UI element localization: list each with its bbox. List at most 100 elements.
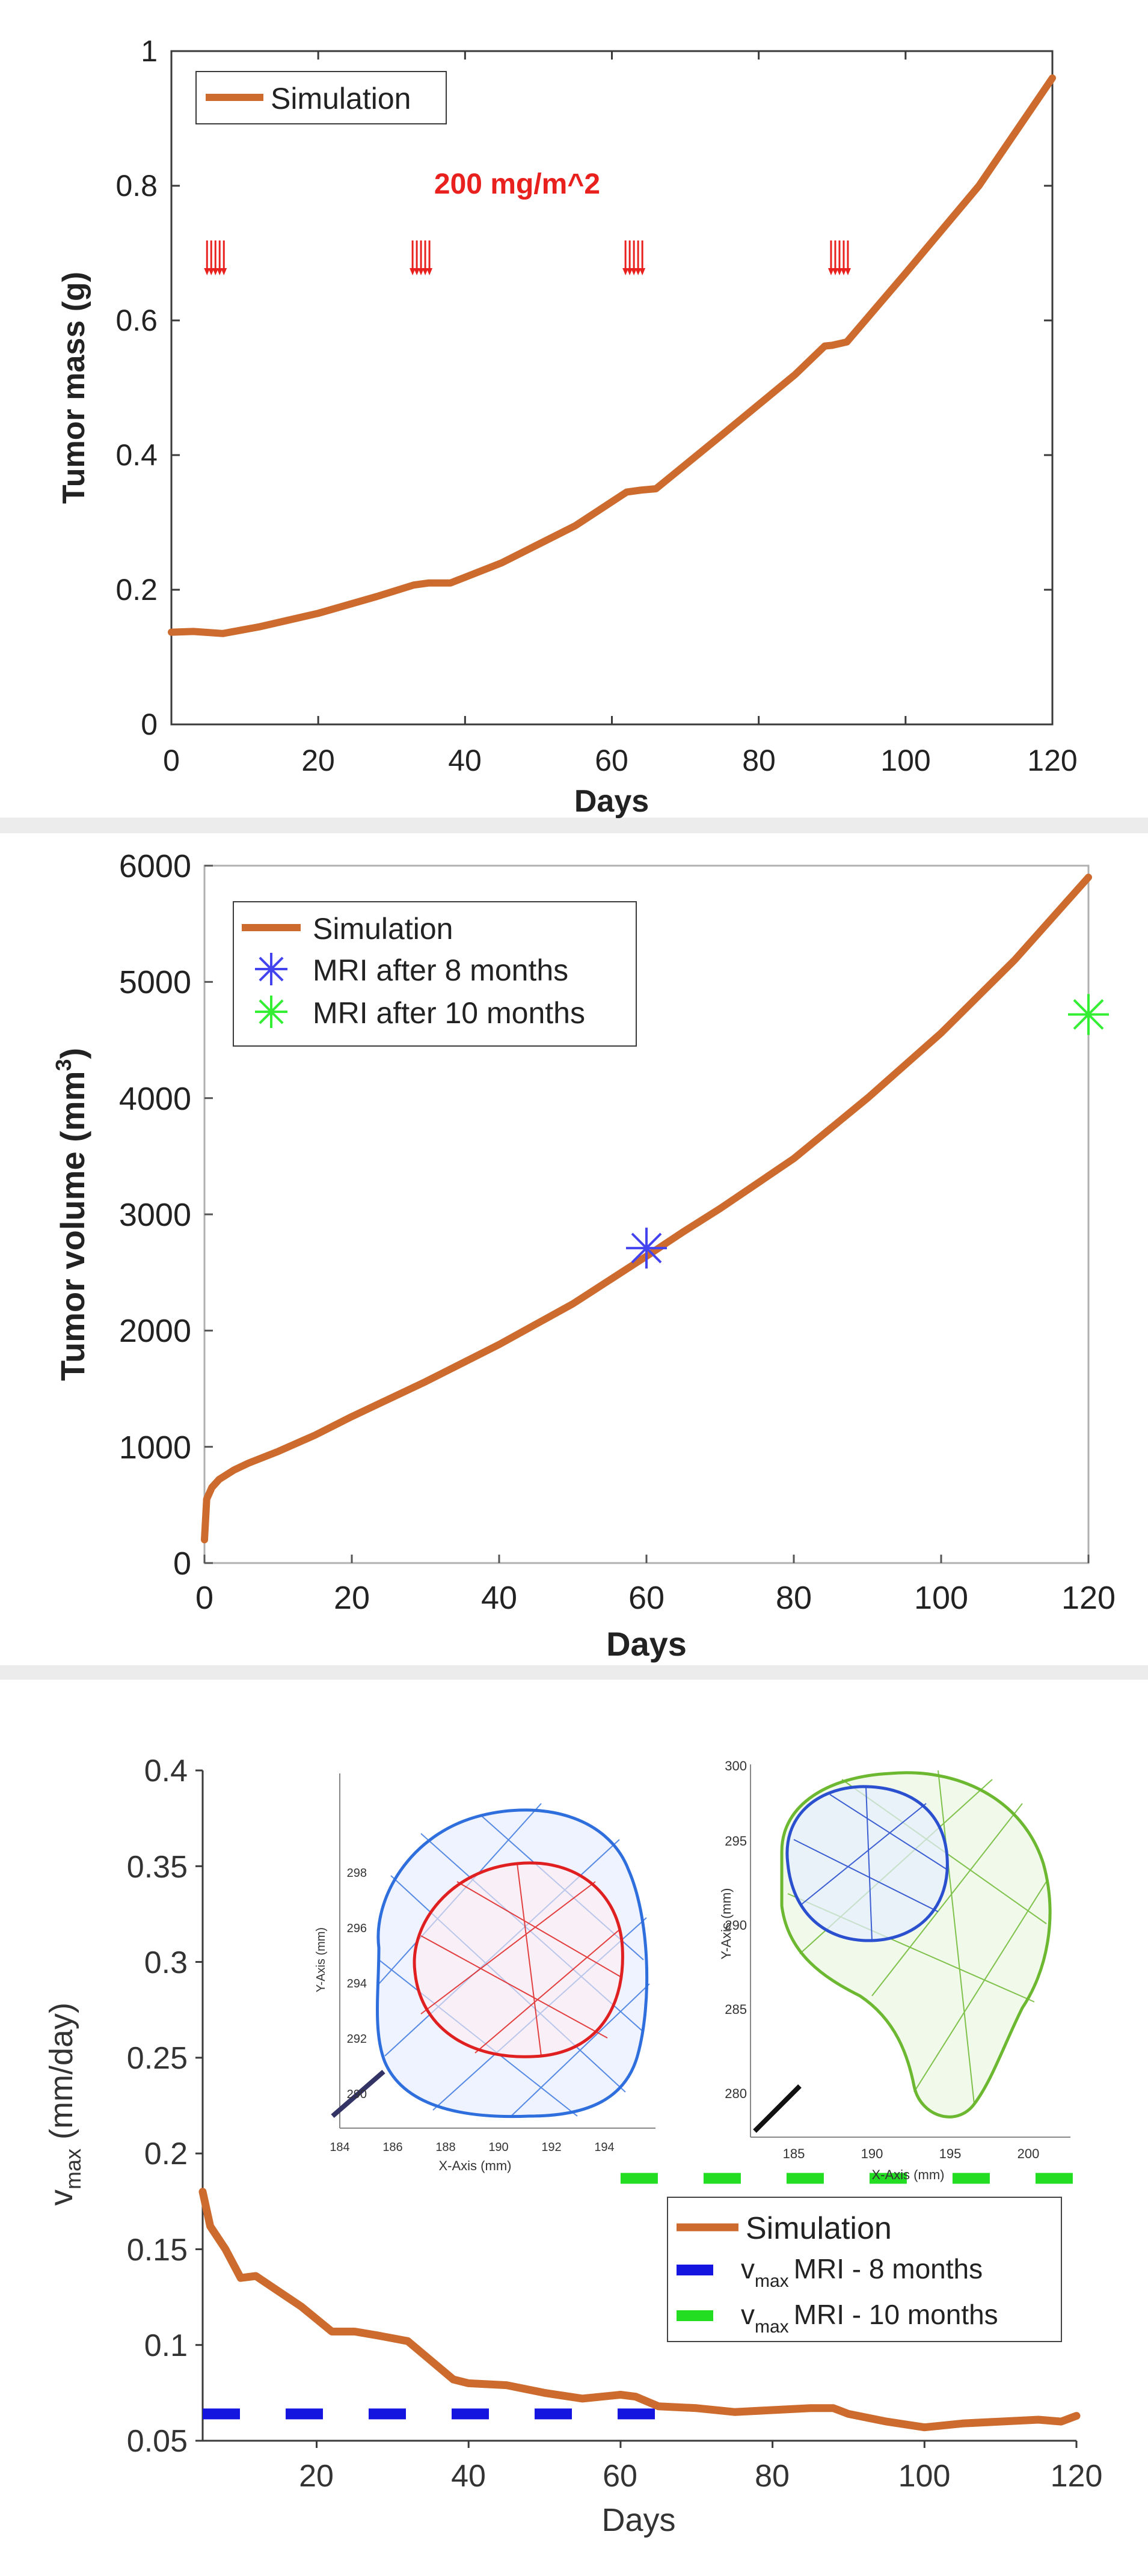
legend-2: Simulation MRI after 8 months MRI after … xyxy=(233,901,637,1047)
dose-arrowhead xyxy=(221,268,227,275)
y-axis-label-3-main: v xyxy=(43,2189,79,2206)
dose-arrowhead xyxy=(844,268,851,275)
x-tick-label: 0 xyxy=(195,1580,213,1616)
dose-arrowhead xyxy=(208,268,215,275)
y-tick-label: 0.2 xyxy=(144,2137,188,2171)
legend-label-mri-8-months: vmax MRI - 8 months xyxy=(741,2253,983,2291)
mesh-line xyxy=(865,1786,873,1941)
inset1-x-tick: 188 xyxy=(435,2141,455,2154)
x-tick-label: 80 xyxy=(776,1580,812,1616)
star-stroke xyxy=(259,956,284,982)
y-tick-label: 0.15 xyxy=(127,2233,188,2268)
y-axis-label-1: Tumor mass (g) xyxy=(57,272,91,504)
inset2-y-label: Y-Axis (mm) xyxy=(719,1888,734,1960)
y-tick-labels-1: 0 0.2 0.4 0.6 0.8 1 xyxy=(115,34,158,741)
y-axis-label-2-main: Tumor volume (mm xyxy=(54,1071,91,1381)
legend-label-simulation: Simulation xyxy=(271,82,411,115)
mesh-line xyxy=(474,1929,620,2054)
legend-label-mri-8-months: MRI after 8 months xyxy=(313,953,568,987)
inset1-y-ticks: 290 292 294 296 298 xyxy=(347,1867,367,2101)
inset1-y-tick: 292 xyxy=(347,2033,367,2046)
star-stroke xyxy=(259,999,284,1024)
simulation-line-1 xyxy=(168,74,1056,637)
y-axis-label-2-sup: 3 xyxy=(51,1059,76,1071)
star-stroke xyxy=(1073,999,1104,1030)
panel-vmax: 20 40 60 80 100 120 0.05 0.1 0.15 0.2 0.… xyxy=(43,1754,1102,2538)
dose-arrowhead xyxy=(836,268,843,275)
x-tick-label: 100 xyxy=(880,744,930,777)
inset2-depth-axis xyxy=(753,2084,802,2133)
dose-arrowhead xyxy=(635,268,642,275)
inset2-blue-mesh-outline xyxy=(785,1785,949,1942)
dose-arrow-group xyxy=(410,240,433,275)
mesh-line xyxy=(938,1770,975,2105)
legend-swatch-mri-10-months xyxy=(255,996,287,1028)
y-tick-label: 0.4 xyxy=(115,438,158,472)
mesh-line xyxy=(799,1803,927,1906)
tick-marks-1 xyxy=(170,50,1054,726)
dose-arrow-group xyxy=(204,240,227,275)
legend-vmax-sub: max xyxy=(755,2317,789,2337)
y-axis-label-3-end: (mm/day) xyxy=(43,2002,79,2149)
dose-arrowhead xyxy=(832,268,838,275)
panel-separator-2 xyxy=(0,1665,1148,1680)
inset2-x-label: X-Axis (mm) xyxy=(872,2167,945,2182)
legend-vmax-v: v xyxy=(741,2299,755,2330)
y-tick-label: 0.1 xyxy=(144,2328,188,2363)
x-tick-label: 80 xyxy=(755,2459,790,2494)
legend-box-3 xyxy=(667,2197,1062,2342)
dose-annotation: 200 mg/m^2 xyxy=(434,168,600,200)
legend-vmax-v: v xyxy=(741,2253,755,2284)
dose-arrow-group xyxy=(622,240,646,275)
legend-label-simulation: Simulation xyxy=(313,912,453,946)
y-tick-labels-3: 0.05 0.1 0.15 0.2 0.25 0.3 0.35 0.4 xyxy=(127,1754,188,2459)
y-tick-label: 0.05 xyxy=(127,2424,188,2459)
y-tick-labels-2: 0 1000 2000 3000 4000 5000 6000 xyxy=(119,848,191,1582)
x-tick-label: 120 xyxy=(1027,744,1077,777)
x-tick-label: 40 xyxy=(481,1580,517,1616)
dose-arrow-group xyxy=(827,240,851,275)
legend-label-simulation: Simulation xyxy=(746,2211,892,2246)
dose-arrowhead xyxy=(422,268,429,275)
y-tick-label: 5000 xyxy=(119,964,191,1000)
inset2-x-tick: 200 xyxy=(1018,2146,1040,2161)
dose-arrowhead xyxy=(827,268,834,275)
inset2-y-ticks: 280 285 290 295 300 xyxy=(725,1758,747,2101)
inset2-y-tick: 285 xyxy=(725,2002,747,2017)
dose-arrowhead xyxy=(639,268,646,275)
legend-label-mri-10-months: MRI after 10 months xyxy=(313,996,585,1030)
x-tick-labels-2: 0 20 40 60 80 100 120 xyxy=(195,1580,1116,1616)
mesh-line xyxy=(456,1881,623,1978)
x-tick-labels-1: 0 20 40 60 80 100 120 xyxy=(163,744,1078,777)
x-tick-label: 80 xyxy=(742,744,776,777)
y-tick-label: 1000 xyxy=(119,1430,191,1466)
inset1-y-tick: 294 xyxy=(347,1977,367,1990)
inset2-blue-mesh-lines xyxy=(793,1786,948,1941)
mesh-line xyxy=(420,1881,596,2015)
y-tick-label: 0.25 xyxy=(127,2041,188,2076)
dose-arrowhead xyxy=(622,268,629,275)
legend-label-mri-10-months: vmax MRI - 10 months xyxy=(741,2299,998,2337)
x-axis-label-2: Days xyxy=(606,1625,687,1663)
mesh-line xyxy=(793,1839,939,1912)
legend-swatch-mri-8-months xyxy=(255,953,287,985)
dose-markers xyxy=(204,240,851,275)
y-tick-label: 3000 xyxy=(119,1197,191,1233)
inset1-x-tick: 192 xyxy=(541,2141,561,2154)
inset1-x-ticks: 184 186 188 190 192 194 xyxy=(330,2141,614,2154)
dose-arrowhead xyxy=(414,268,420,275)
dose-arrowhead xyxy=(840,268,847,275)
y-tick-label: 0.8 xyxy=(115,169,158,203)
inset2-x-ticks: 185 190 195 200 xyxy=(783,2146,1040,2161)
inset1-x-tick: 194 xyxy=(594,2141,614,2154)
inset2-y-tick: 290 xyxy=(725,1918,747,1933)
x-axis-label-3: Days xyxy=(601,2502,675,2538)
dose-arrowhead xyxy=(426,268,433,275)
x-tick-label: 60 xyxy=(595,744,628,777)
mri-markers xyxy=(626,994,1109,1269)
inset2-y-tick: 300 xyxy=(725,1758,747,1773)
inset-mesh-8-months: 184 186 188 190 192 194 290 292 294 296 … xyxy=(315,1773,655,2173)
dose-arrowhead xyxy=(627,268,633,275)
mesh-line xyxy=(420,1935,608,2039)
